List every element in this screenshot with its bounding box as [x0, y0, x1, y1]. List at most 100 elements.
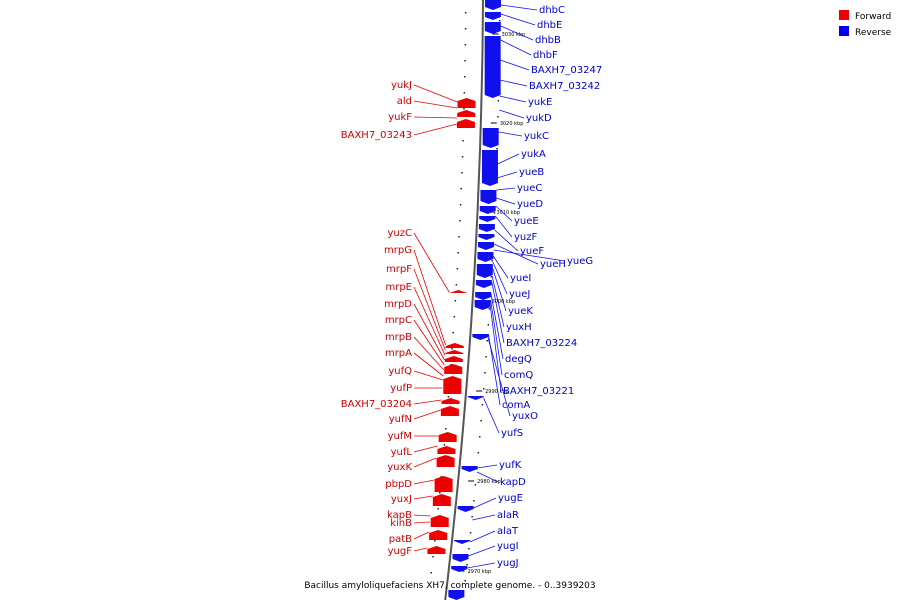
forward-gene-label: BAXH7_03243: [341, 130, 412, 141]
reverse-gene-label: yuxH: [506, 322, 532, 333]
backbone-dot: [460, 188, 462, 190]
backbone-dot: [497, 100, 500, 102]
forward-gene-label: yufQ: [388, 366, 412, 377]
forward-leader: [413, 116, 458, 119]
reverse-gene-block: [485, 0, 501, 10]
reverse-leader: [495, 197, 516, 205]
forward-gene-label: yugF: [388, 546, 413, 557]
reverse-gene-block: [457, 506, 474, 512]
reverse-gene-block: [482, 128, 499, 148]
backbone-dot: [452, 332, 454, 334]
forward-gene-label: yuxK: [387, 462, 412, 473]
reverse-leader: [490, 293, 504, 360]
backbone-dot: [464, 580, 466, 582]
reverse-gene-label: yugE: [498, 493, 523, 504]
forward-gene-block: [449, 290, 468, 293]
backbone-line: [444, 0, 484, 600]
forward-leader: [413, 514, 431, 517]
reverse-gene-block: [461, 466, 478, 472]
forward-gene-block: [443, 376, 462, 394]
reverse-gene-label: yufK: [499, 460, 522, 471]
reverse-leader: [473, 497, 497, 509]
reverse-leader: [496, 171, 518, 179]
backbone-dot: [471, 516, 473, 518]
backbone-dot: [430, 572, 432, 574]
reverse-leader: [492, 255, 509, 279]
reverse-leader: [494, 229, 519, 252]
reverse-gene-label: yukD: [526, 113, 552, 124]
forward-gene-label: mrpB: [385, 332, 412, 343]
backbone-dot: [461, 172, 463, 174]
backbone-dot: [490, 276, 493, 278]
forward-leader: [413, 249, 446, 346]
backbone-dot: [456, 268, 459, 270]
reverse-gene-labels: dhbC dhbE dhbB dhbF BAXH7_03247 BAXH7_03242yu…: [497, 5, 602, 569]
forward-gene-label: mrpF: [386, 264, 412, 275]
forward-gene-block: [457, 110, 476, 117]
reverse-gene-block: [474, 300, 491, 310]
forward-leader: [413, 399, 442, 405]
backbone-dot: [484, 372, 486, 374]
reverse-gene-label: yueH: [540, 259, 566, 270]
reverse-gene-label: yueD: [517, 199, 543, 210]
reverse-leader: [492, 261, 508, 295]
backbone-dot: [481, 404, 484, 406]
backbone-dot: [445, 428, 447, 430]
forward-leader-lines: [413, 84, 458, 552]
backbone-dot: [459, 204, 462, 206]
tick-label: 2980 kbp: [477, 479, 501, 485]
reverse-gene-label: dhbC: [539, 5, 565, 16]
forward-gene-labels: yukJ ald yukF BAXH7_03243 yuzC mrpG mrpF mrpE mr…: [341, 80, 413, 557]
map-caption: Bacillus amyloliquefaciens XH7, complete…: [304, 581, 595, 591]
backbone-dot: [451, 348, 453, 350]
backbone-dot: [461, 156, 464, 158]
backbone-dot: [485, 356, 487, 358]
backbone-dot: [462, 140, 464, 142]
reverse-gene-block: [484, 36, 501, 98]
reverse-gene-block: [479, 206, 496, 214]
reverse-gene-label: yueJ: [509, 289, 530, 300]
reverse-gene-label: dhbB: [535, 35, 561, 46]
reverse-gene-label: BAXH7_03242: [529, 81, 600, 92]
backbone-dot: [464, 44, 467, 46]
reverse-leader: [496, 187, 516, 191]
backbone-dot: [469, 532, 472, 534]
reverse-gene-label: yugJ: [497, 558, 519, 569]
reverse-gene-block: [451, 566, 468, 572]
forward-gene-block: [436, 455, 455, 467]
forward-gene-label: yukF: [388, 112, 412, 123]
tick-label: 3020 kbp: [500, 121, 524, 127]
legend-forward-label: Forward: [855, 12, 891, 22]
legend-reverse-swatch: [839, 26, 849, 36]
forward-leader: [413, 409, 441, 420]
reverse-gene-label: yueK: [508, 306, 533, 317]
forward-leader: [413, 336, 445, 371]
forward-gene-block: [444, 356, 463, 362]
reverse-leader: [499, 79, 528, 87]
legend-reverse-label: Reverse: [855, 28, 892, 38]
reverse-leader: [491, 281, 505, 344]
forward-leader: [413, 495, 433, 500]
tick-label: 3030 kbp: [502, 32, 526, 38]
reverse-gene-label: degQ: [505, 354, 532, 365]
reverse-leader: [491, 275, 505, 328]
reverse-gene-label: dhbE: [537, 20, 562, 31]
reverse-gene-label: yueG: [567, 256, 593, 267]
reverse-gene-block: [480, 190, 497, 204]
backbone-dot: [486, 340, 488, 342]
backbone-dot: [443, 444, 446, 446]
reverse-leader: [469, 530, 496, 543]
reverse-gene-label: yukA: [521, 149, 546, 160]
backbone-dot: [466, 564, 468, 566]
backbone-dot: [488, 308, 491, 310]
backbone-dot: [464, 12, 467, 14]
reverse-gene-label: yueI: [510, 273, 531, 284]
forward-leader: [413, 531, 430, 540]
reverse-gene-block: [484, 22, 501, 34]
reverse-leader: [492, 267, 507, 312]
backbone-dot: [459, 220, 461, 222]
forward-leader: [413, 352, 444, 377]
reverse-gene-label: yueF: [520, 246, 544, 257]
backbone-dot: [487, 324, 490, 326]
reverse-gene-label: BAXH7_03224: [506, 338, 577, 349]
